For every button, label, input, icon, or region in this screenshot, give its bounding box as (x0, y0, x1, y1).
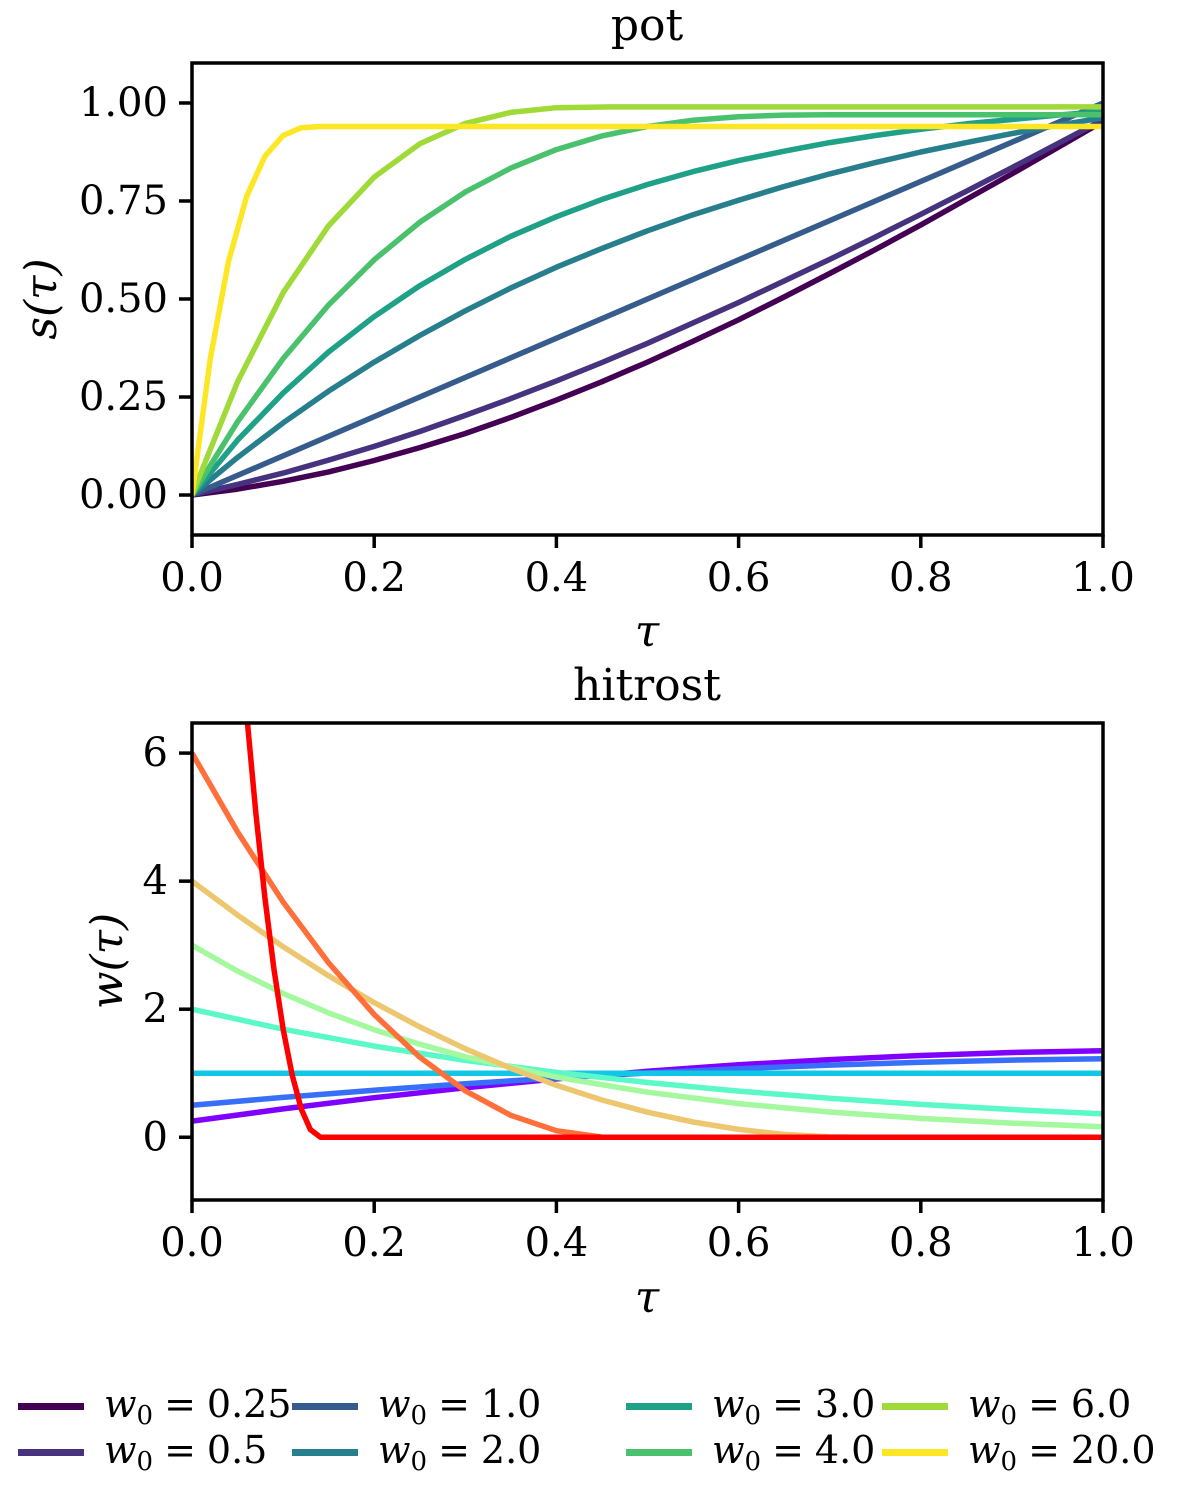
bottom-chart-series (192, 723, 1103, 1141)
legend-label: w0 = 0.25 (104, 1381, 292, 1431)
x-tick-label: 0.0 (160, 1220, 224, 1266)
bottom-x-axis-label: τ (635, 1272, 660, 1323)
legend-label: w0 = 20.0 (968, 1427, 1156, 1477)
top-chart-series (192, 100, 1103, 498)
legend-line-swatch (292, 1448, 358, 1456)
top-y-axis: 0.00 0.25 0.50 0.75 1.00 (79, 80, 192, 518)
legend-line-swatch (626, 1448, 692, 1456)
series-line-w0-2 (192, 1006, 1103, 1117)
x-tick-label: 0.6 (707, 555, 771, 601)
legend-line-swatch (18, 1402, 84, 1410)
x-tick-label: 0.2 (342, 555, 406, 601)
legend-line-swatch (882, 1448, 948, 1456)
series-line-w0-4 (192, 111, 1103, 497)
top-x-axis: 0.0 0.2 0.4 0.6 0.8 1.0 (160, 535, 1135, 601)
legend-item-w0-2.0: w0 = 2.0 (292, 1428, 541, 1477)
series-line-w0-1 (192, 100, 1103, 498)
x-tick-label: 0.4 (525, 555, 589, 601)
bottom-plot-frame (190, 721, 1105, 1202)
legend-line-swatch (882, 1402, 948, 1410)
x-tick-label: 1.0 (1071, 555, 1135, 601)
legend-item-w0-1.0: w0 = 1.0 (292, 1382, 541, 1431)
series-line-w0-0.5 (192, 117, 1103, 498)
series-line-w0-20 (192, 123, 1103, 496)
series-line-w0-2 (192, 115, 1103, 498)
legend-item-w0-3.0: w0 = 3.0 (626, 1382, 875, 1431)
bottom-chart: hitrost 0.0 0.2 0.4 0.6 0.8 1.0 0 2 4 6 τ w(τ) (82, 660, 1135, 1323)
y-tick-label: 0.75 (79, 178, 168, 224)
x-tick-label: 0.8 (889, 1220, 953, 1266)
x-tick-label: 1.0 (1071, 1220, 1135, 1266)
y-tick-label: 0.50 (79, 276, 168, 322)
x-tick-label: 0.0 (160, 555, 224, 601)
x-tick-label: 0.2 (342, 1220, 406, 1266)
top-x-axis-label: τ (635, 606, 660, 657)
legend-item-w0-20.0: w0 = 20.0 (882, 1428, 1156, 1477)
bottom-y-axis: 0 2 4 6 (143, 730, 192, 1160)
legend-label: w0 = 3.0 (712, 1381, 876, 1431)
bottom-x-axis: 0.0 0.2 0.4 0.6 0.8 1.0 (160, 1200, 1135, 1266)
top-chart: pot 0.0 0.2 0.4 0.6 0.8 1.0 0.00 0.25 0.50 0.75 1… (16, 0, 1135, 657)
top-y-axis-label: s(τ) (16, 258, 67, 339)
legend-label: w0 = 2.0 (378, 1427, 542, 1477)
y-tick-label: 0.25 (79, 374, 168, 420)
y-tick-label: 2 (143, 986, 168, 1032)
legend-item-w0-0.5: w0 = 0.5 (18, 1428, 267, 1477)
x-tick-label: 0.6 (707, 1220, 771, 1266)
y-tick-label: 4 (143, 858, 168, 904)
legend-line-swatch (626, 1402, 692, 1410)
y-tick-label: 0 (143, 1114, 168, 1160)
bottom-y-axis-label: w(τ) (82, 913, 133, 1009)
y-tick-label: 1.00 (79, 80, 168, 126)
legend-label: w0 = 0.5 (104, 1427, 268, 1477)
x-tick-label: 0.8 (889, 555, 953, 601)
legend-item-w0-0.25: w0 = 0.25 (18, 1382, 292, 1431)
legend-label: w0 = 4.0 (712, 1427, 876, 1477)
series-line-w0-20 (244, 723, 1103, 1141)
series-line-w0-0.25 (192, 119, 1103, 498)
top-chart-title: pot (611, 0, 684, 51)
legend-item-w0-6.0: w0 = 6.0 (882, 1382, 1131, 1431)
legend-label: w0 = 1.0 (378, 1381, 542, 1431)
charts-svg: pot 0.0 0.2 0.4 0.6 0.8 1.0 0.000.250.500.751… (16, 0, 1135, 1323)
series-line-w0-6 (192, 751, 1103, 1141)
legend-line-swatch (292, 1402, 358, 1410)
legend-item-w0-4.0: w0 = 4.0 (626, 1428, 875, 1477)
y-tick-label: 0.00 (79, 472, 168, 518)
series-line-w0-6 (192, 104, 1103, 497)
x-tick-label: 0.4 (525, 1220, 589, 1266)
series-line-w0-4 (192, 878, 1103, 1141)
legend-line-swatch (18, 1448, 84, 1456)
y-tick-label: 6 (143, 730, 168, 776)
bottom-chart-title: hitrost (573, 660, 721, 711)
legend-label: w0 = 6.0 (968, 1381, 1132, 1431)
